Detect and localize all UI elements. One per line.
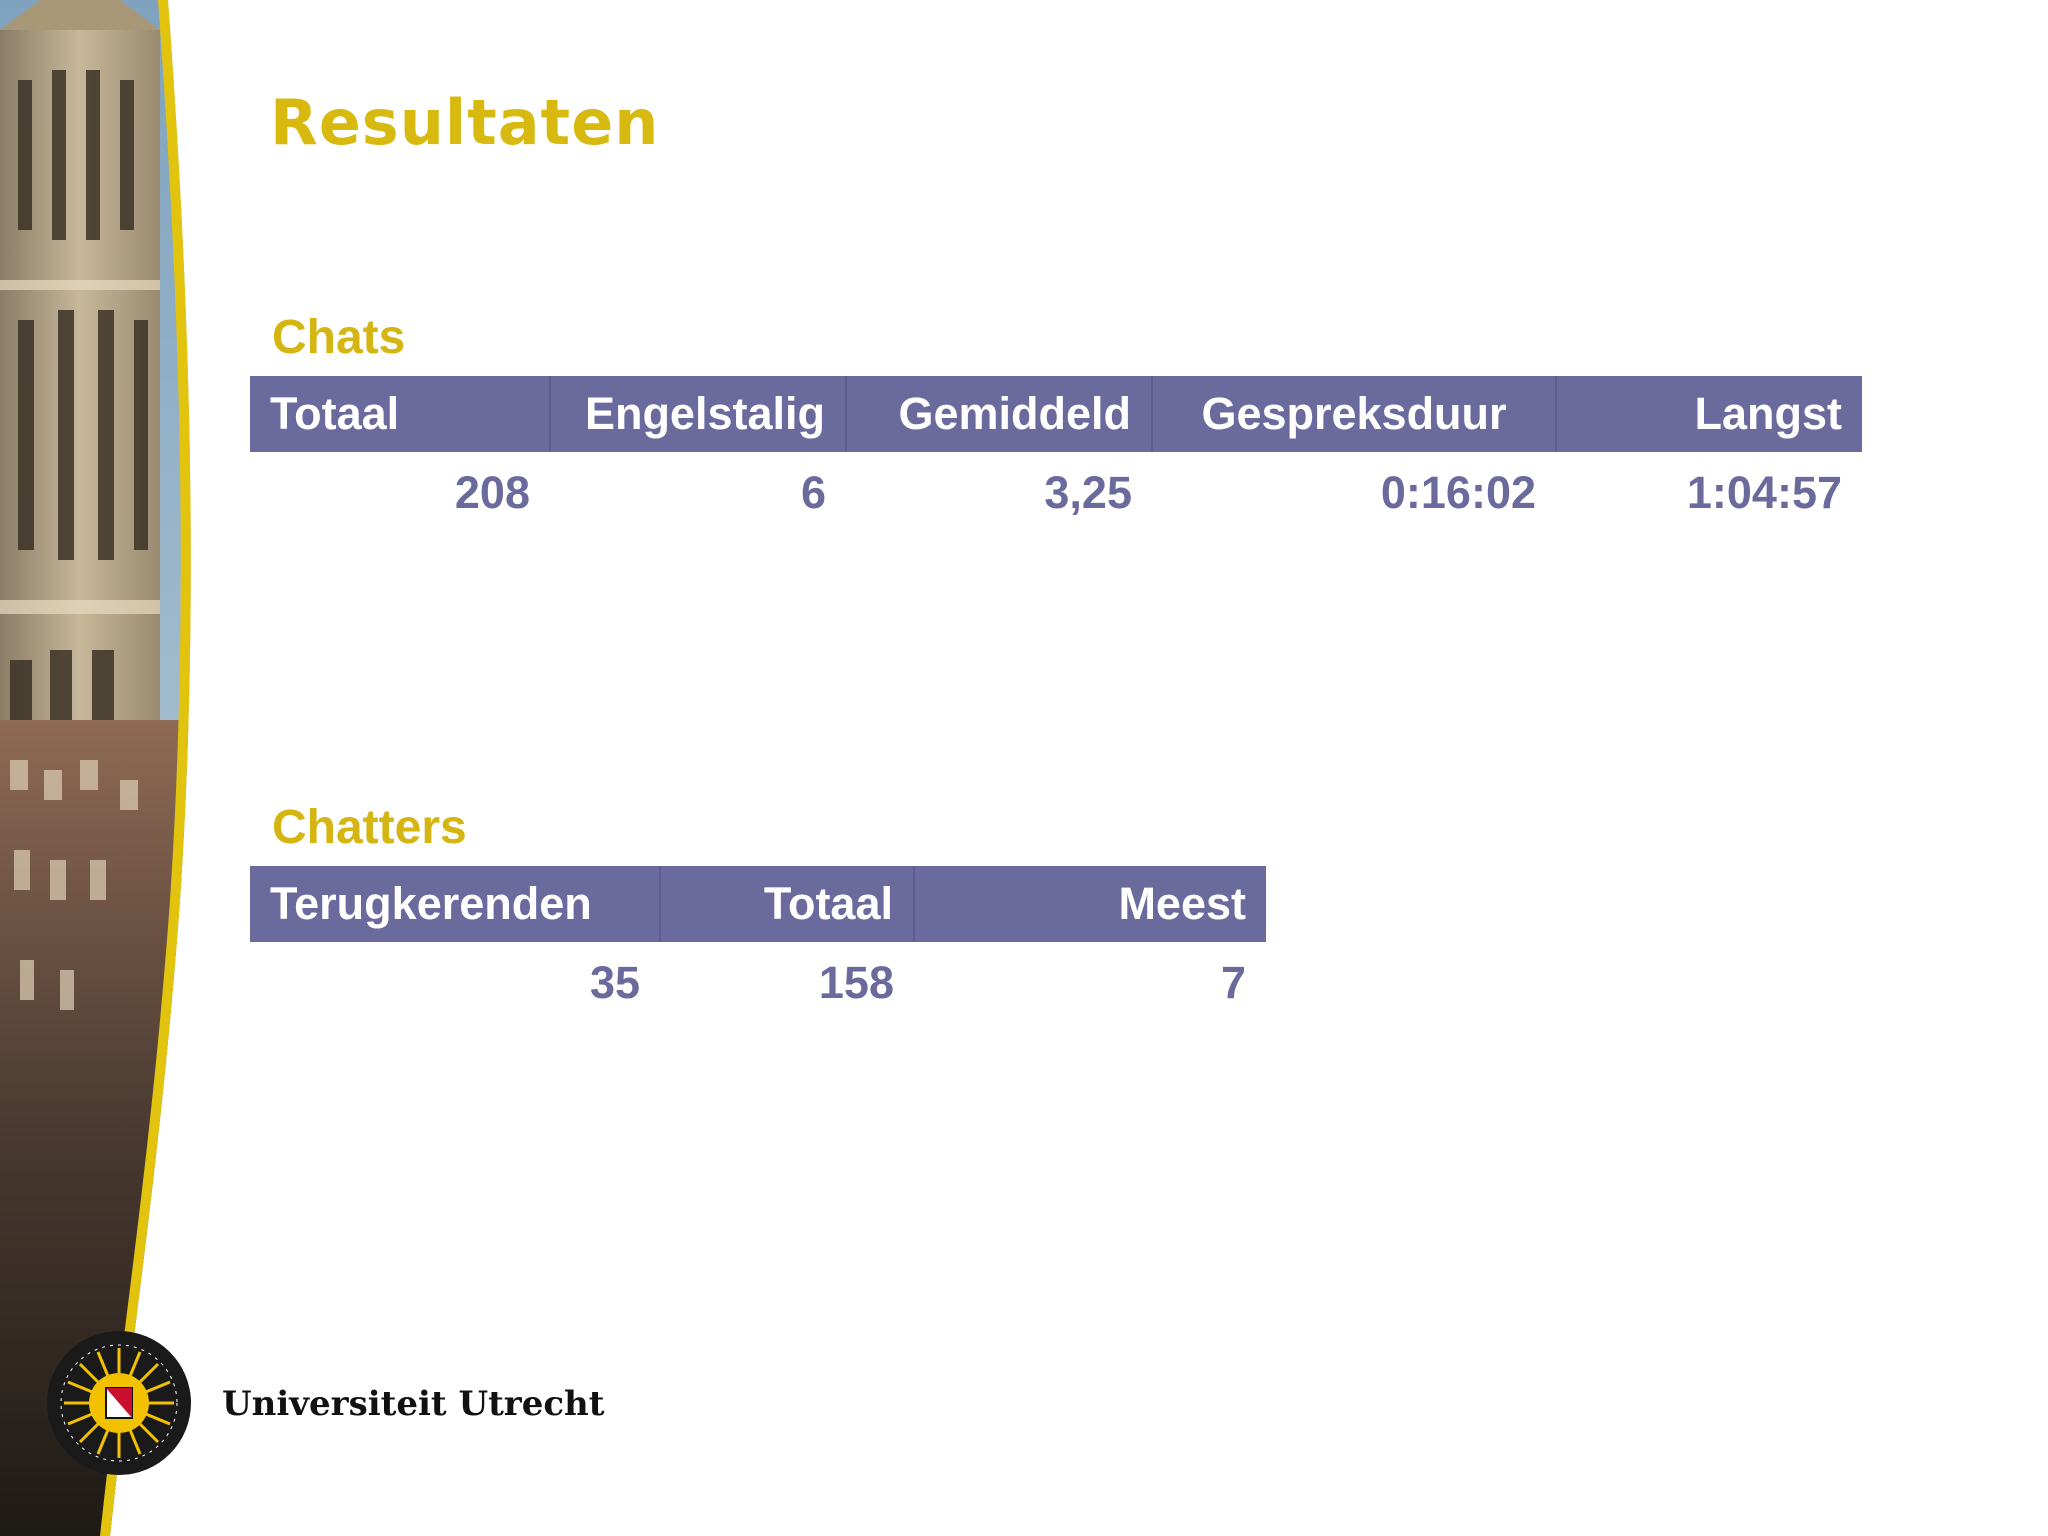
slide-title: Resultaten — [270, 86, 660, 159]
chats-header-gespreksduur: Gespreksduur — [1152, 376, 1557, 452]
chats-header-totaal: Totaal — [250, 376, 551, 452]
chatters-value-terugkerenden: 35 — [589, 957, 640, 1008]
chats-table: Totaal Engelstalig Gemiddeld Gespreksduu… — [250, 376, 1862, 534]
chats-header-langst: Langst — [1556, 376, 1862, 452]
chats-value-engelstalig: 6 — [800, 467, 826, 518]
chatters-header-meest: Meest — [914, 866, 1266, 942]
chatters-header-totaal: Totaal — [660, 866, 915, 942]
chats-value-langst: 1:04:57 — [1686, 467, 1842, 518]
chats-value-gemiddeld: 3,25 — [1044, 467, 1132, 518]
chats-header-gemiddeld: Gemiddeld — [846, 376, 1153, 452]
chats-header-engelstalig: Engelstalig — [550, 376, 847, 452]
university-seal-logo — [47, 1331, 191, 1475]
chats-section-label: Chats — [272, 311, 406, 364]
chats-value-gespreksduur: 0:16:02 — [1380, 467, 1536, 518]
university-name: Universiteit Utrecht — [222, 1384, 605, 1424]
chatters-table: Terugkerenden Totaal Meest 35 158 7 — [250, 866, 1266, 1024]
chatters-value-row: 35 158 7 — [250, 942, 1266, 1024]
chatters-header-terugkerenden: Terugkerenden — [250, 866, 661, 942]
chatters-section-label: Chatters — [272, 801, 467, 854]
chatters-header-row: Terugkerenden Totaal Meest — [250, 866, 1266, 942]
chats-value-row: 208 6 3,25 0:16:02 1:04:57 — [250, 452, 1862, 534]
chats-header-row: Totaal Engelstalig Gemiddeld Gespreksduu… — [250, 376, 1862, 452]
cathedral-tower-photo — [0, 0, 200, 1536]
chats-value-totaal: 208 — [454, 467, 530, 518]
chatters-value-totaal: 158 — [818, 957, 894, 1008]
chatters-value-meest: 7 — [1220, 957, 1246, 1008]
